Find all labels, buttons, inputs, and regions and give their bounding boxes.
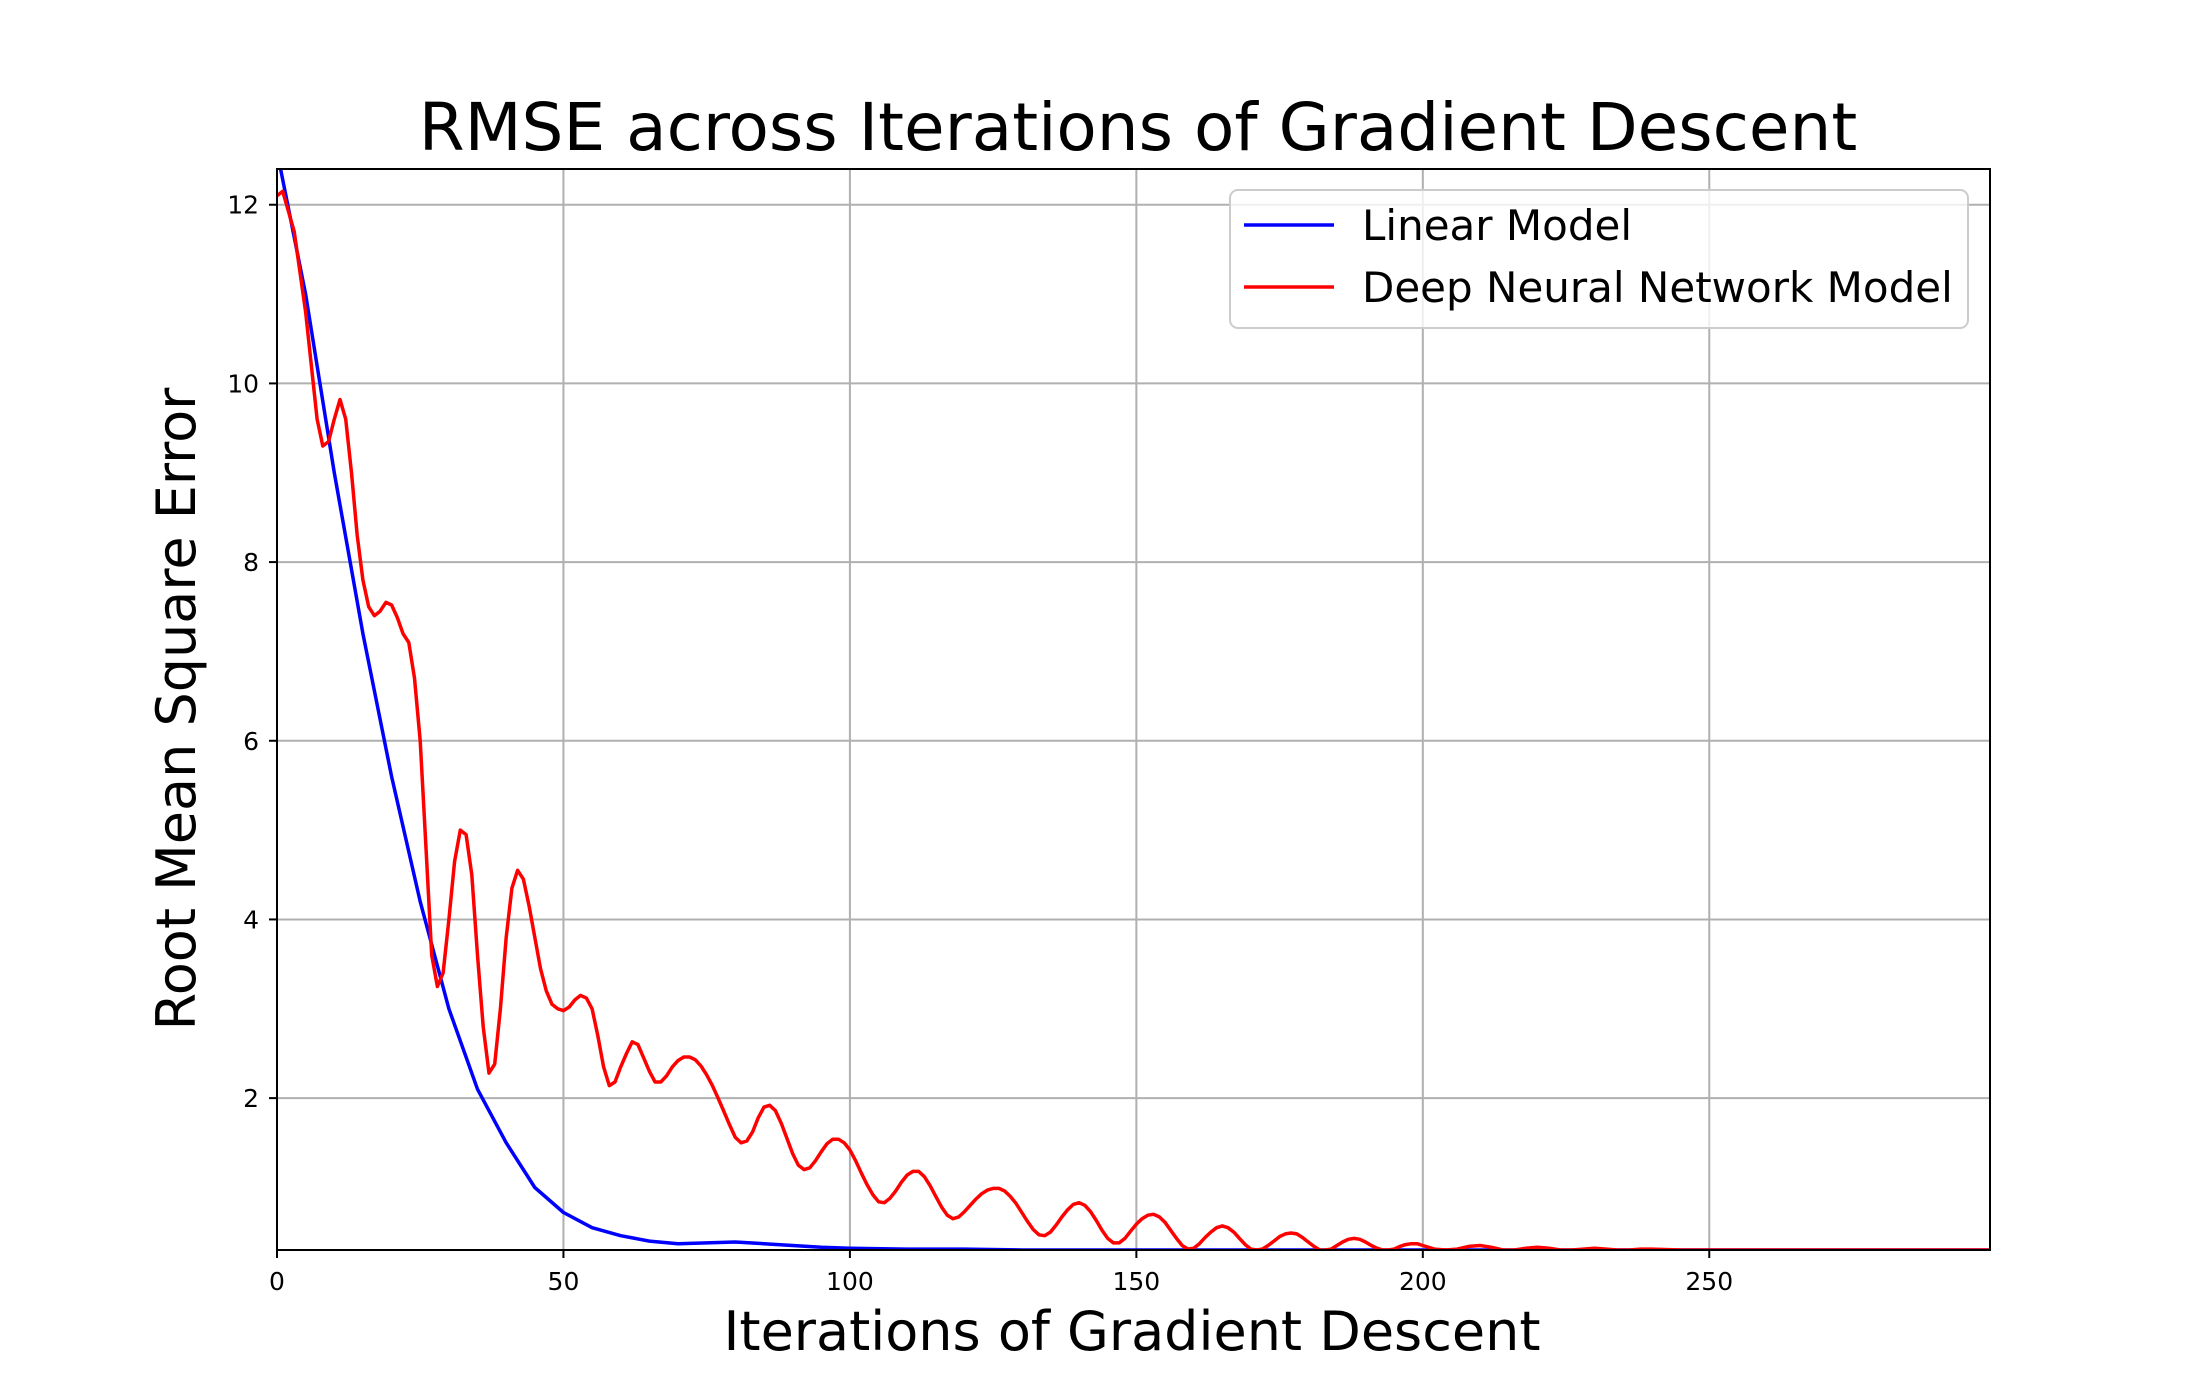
y-axis-label: Root Mean Square Error (145, 387, 208, 1030)
legend-label-deep-neural-network-model: Deep Neural Network Model (1362, 263, 1953, 312)
axis-ticks: 0 50 100 150 200 250 2 4 6 8 10 12 (227, 191, 1733, 1296)
x-tick-label: 100 (826, 1267, 874, 1296)
grid-lines (276, 169, 1990, 1250)
x-tick-label: 50 (548, 1267, 580, 1296)
legend: Linear Model Deep Neural Network Model (1229, 189, 1969, 329)
y-tick-label: 8 (243, 548, 259, 577)
x-axis-label: Iterations of Gradient Descent (723, 1300, 1540, 1363)
y-tick-label: 4 (243, 905, 259, 934)
plot-frame (276, 168, 1991, 1251)
x-tick-label: 250 (1685, 1267, 1733, 1296)
legend-label-linear-model: Linear Model (1362, 201, 1632, 250)
y-tick-label: 2 (243, 1084, 259, 1113)
x-tick-label: 0 (269, 1267, 285, 1296)
series-lines (277, 169, 1990, 1250)
series-line-deep-neural-network-model (277, 189, 1990, 1250)
legend-box (1229, 189, 1969, 329)
x-tick-label: 150 (1113, 1267, 1161, 1296)
series-line-linear-model (278, 169, 1990, 1250)
x-tick-label: 200 (1399, 1267, 1447, 1296)
y-tick-label: 10 (227, 369, 259, 398)
chart-title: RMSE across Iterations of Gradient Desce… (419, 89, 1858, 166)
y-tick-label: 12 (227, 191, 259, 220)
y-tick-label: 6 (243, 727, 259, 756)
